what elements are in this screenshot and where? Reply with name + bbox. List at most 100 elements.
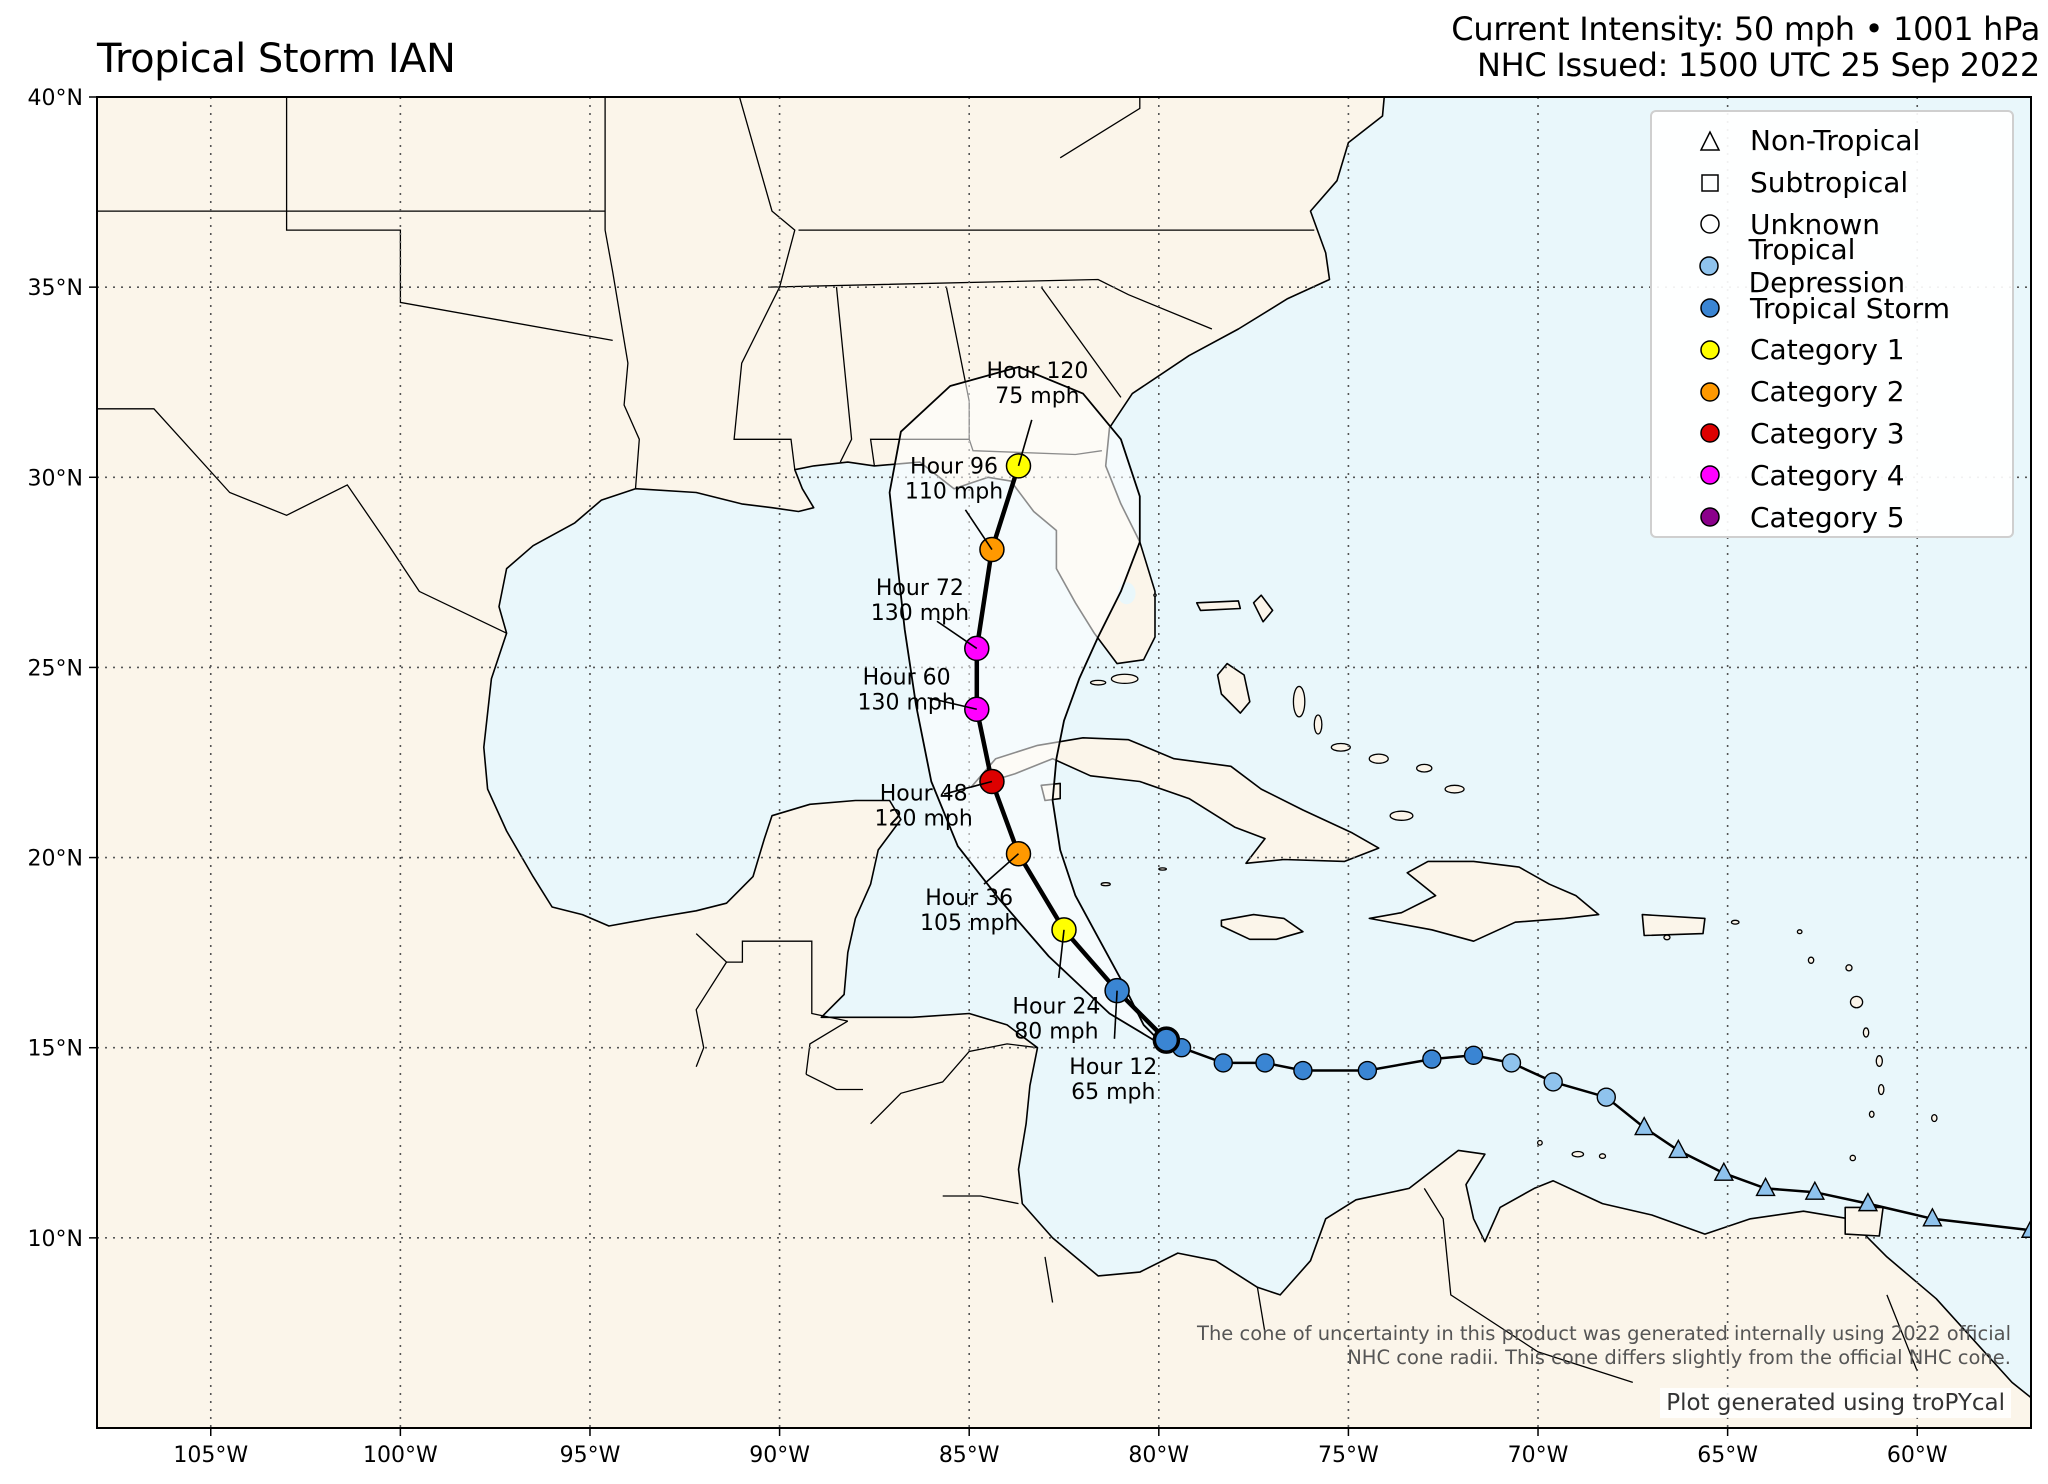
- storm-title: Tropical Storm IAN: [97, 36, 456, 82]
- small-island: [1845, 964, 1853, 972]
- map-frame: [96, 96, 2032, 1429]
- political-border: [59, 409, 89, 428]
- past-track-point: [1501, 1053, 1522, 1073]
- legend: Non-Tropical Subtropical Unknown Tropical D…: [1650, 110, 2014, 538]
- forecast-hour-label: Hour 120: [986, 359, 1088, 384]
- north-america-land: [97, 97, 2031, 1428]
- legend-label: Category 3: [1750, 416, 1905, 450]
- small-island: [1368, 753, 1389, 764]
- past-track-point: [1857, 1192, 1879, 1212]
- political-border: [695, 961, 728, 1067]
- legend-symbol: [1688, 213, 1732, 235]
- abaco-island: [1252, 594, 1274, 623]
- forecast-intensity-label: 105 mph: [920, 911, 1018, 936]
- past-track-point: [1668, 1138, 1689, 1159]
- legend-item: Tropical Storm: [1652, 287, 2012, 329]
- legend-label: Category 5: [1750, 500, 1905, 534]
- past-track-point: [1713, 1161, 1734, 1181]
- past-track-point: [1293, 1060, 1313, 1081]
- past-track-point: [1463, 1045, 1484, 1066]
- forecast-intensity-label: 80 mph: [1014, 1019, 1098, 1044]
- small-island: [1930, 1113, 1938, 1123]
- land-layer: [59, 97, 2031, 1428]
- longitude-label: 70°W: [1508, 1443, 1569, 1468]
- political-border: [733, 97, 796, 470]
- legend-label: Category 4: [1750, 458, 1905, 492]
- trinidad-island: [1844, 1206, 1884, 1237]
- label-leader: [1113, 990, 1118, 1039]
- forecast-hour-label: Hour 60: [863, 665, 951, 690]
- legend-item: Category 4: [1652, 454, 2012, 496]
- longitude-label: 105°W: [173, 1443, 248, 1468]
- legend-item: Category 1: [1652, 329, 2012, 371]
- forecast-hour-label: Hour 12: [1069, 1055, 1157, 1080]
- political-border: [942, 1195, 1019, 1205]
- small-island: [1849, 1154, 1857, 1162]
- political-border: [805, 1073, 863, 1091]
- small-island: [1796, 929, 1803, 935]
- label-leader: [936, 620, 978, 650]
- political-border: [1886, 1294, 1918, 1372]
- forecast-intensity-label: 120 mph: [875, 806, 973, 831]
- latitude-label: 10°N: [28, 1227, 83, 1252]
- forecast-hour-label: Hour 48: [880, 781, 968, 806]
- longitude-label: 75°W: [1318, 1443, 1379, 1468]
- past-track-point: [2020, 1218, 2031, 1238]
- legend-item: Category 2: [1652, 371, 2012, 413]
- latitude-label: 25°N: [28, 656, 83, 681]
- small-island: [1807, 956, 1815, 964]
- legend-symbol: [1688, 464, 1732, 486]
- small-island: [1292, 685, 1306, 718]
- latitude-label: 20°N: [28, 847, 83, 872]
- legend-item: Tropical Depression: [1652, 233, 2012, 299]
- longitude-label: 80°W: [1128, 1443, 1189, 1468]
- latitude-label: 15°N: [28, 1037, 83, 1062]
- longitude-label: 90°W: [749, 1443, 810, 1468]
- cone-of-uncertainty: [888, 366, 1168, 1049]
- legend-item: Subtropical: [1652, 162, 2012, 204]
- legend-symbol: [1688, 339, 1732, 361]
- axis-labels: 40°N 35°N 30°N 25°N 20°N 15°N 10°N 105°W 100°W 95…: [28, 86, 1948, 1468]
- small-island: [1089, 679, 1107, 686]
- andros-island: [1216, 662, 1251, 714]
- political-border: [1423, 1188, 1633, 1384]
- political-border: [805, 1020, 849, 1075]
- jamaica-island: [1220, 913, 1304, 941]
- latitude-label: 30°N: [28, 466, 83, 491]
- legend-label: Tropical Depression: [1748, 233, 1906, 300]
- legend-label: Non-Tropical: [1750, 124, 1921, 158]
- small-island: [1598, 1153, 1607, 1160]
- legend-label: Category 2: [1750, 375, 1905, 409]
- past-track-point: [1922, 1207, 1943, 1227]
- small-island: [1571, 1150, 1585, 1158]
- label-leader: [927, 696, 977, 711]
- past-track-point: [1755, 1176, 1776, 1197]
- cone-outline: [888, 366, 1168, 1049]
- small-island: [1153, 593, 1157, 597]
- legend-label: Subtropical: [1750, 166, 1909, 200]
- legend-symbol: [1688, 381, 1732, 403]
- past-track-point: [1422, 1049, 1442, 1069]
- political-border: [97, 408, 507, 634]
- small-island: [1389, 810, 1414, 821]
- small-island: [1875, 1055, 1883, 1067]
- small-island: [1536, 1139, 1543, 1146]
- small-island: [1849, 995, 1864, 1009]
- small-island: [1313, 714, 1323, 735]
- political-border: [1059, 97, 1141, 159]
- past-track-point: [1357, 1060, 1378, 1081]
- longitude-label: 100°W: [363, 1443, 438, 1468]
- legend-symbol: [1688, 297, 1732, 319]
- political-border: [604, 97, 640, 489]
- puerto-rico-island: [1641, 913, 1706, 937]
- past-track-point: [1634, 1116, 1655, 1136]
- small-island: [1100, 882, 1111, 887]
- legend-item: Unknown: [1652, 204, 2012, 246]
- past-track-point: [1255, 1053, 1275, 1073]
- legend-symbol: [1688, 172, 1732, 194]
- longitude-label: 60°W: [1887, 1443, 1948, 1468]
- label-leader: [943, 780, 993, 795]
- legend-symbol: [1688, 422, 1732, 444]
- small-island: [1416, 763, 1433, 773]
